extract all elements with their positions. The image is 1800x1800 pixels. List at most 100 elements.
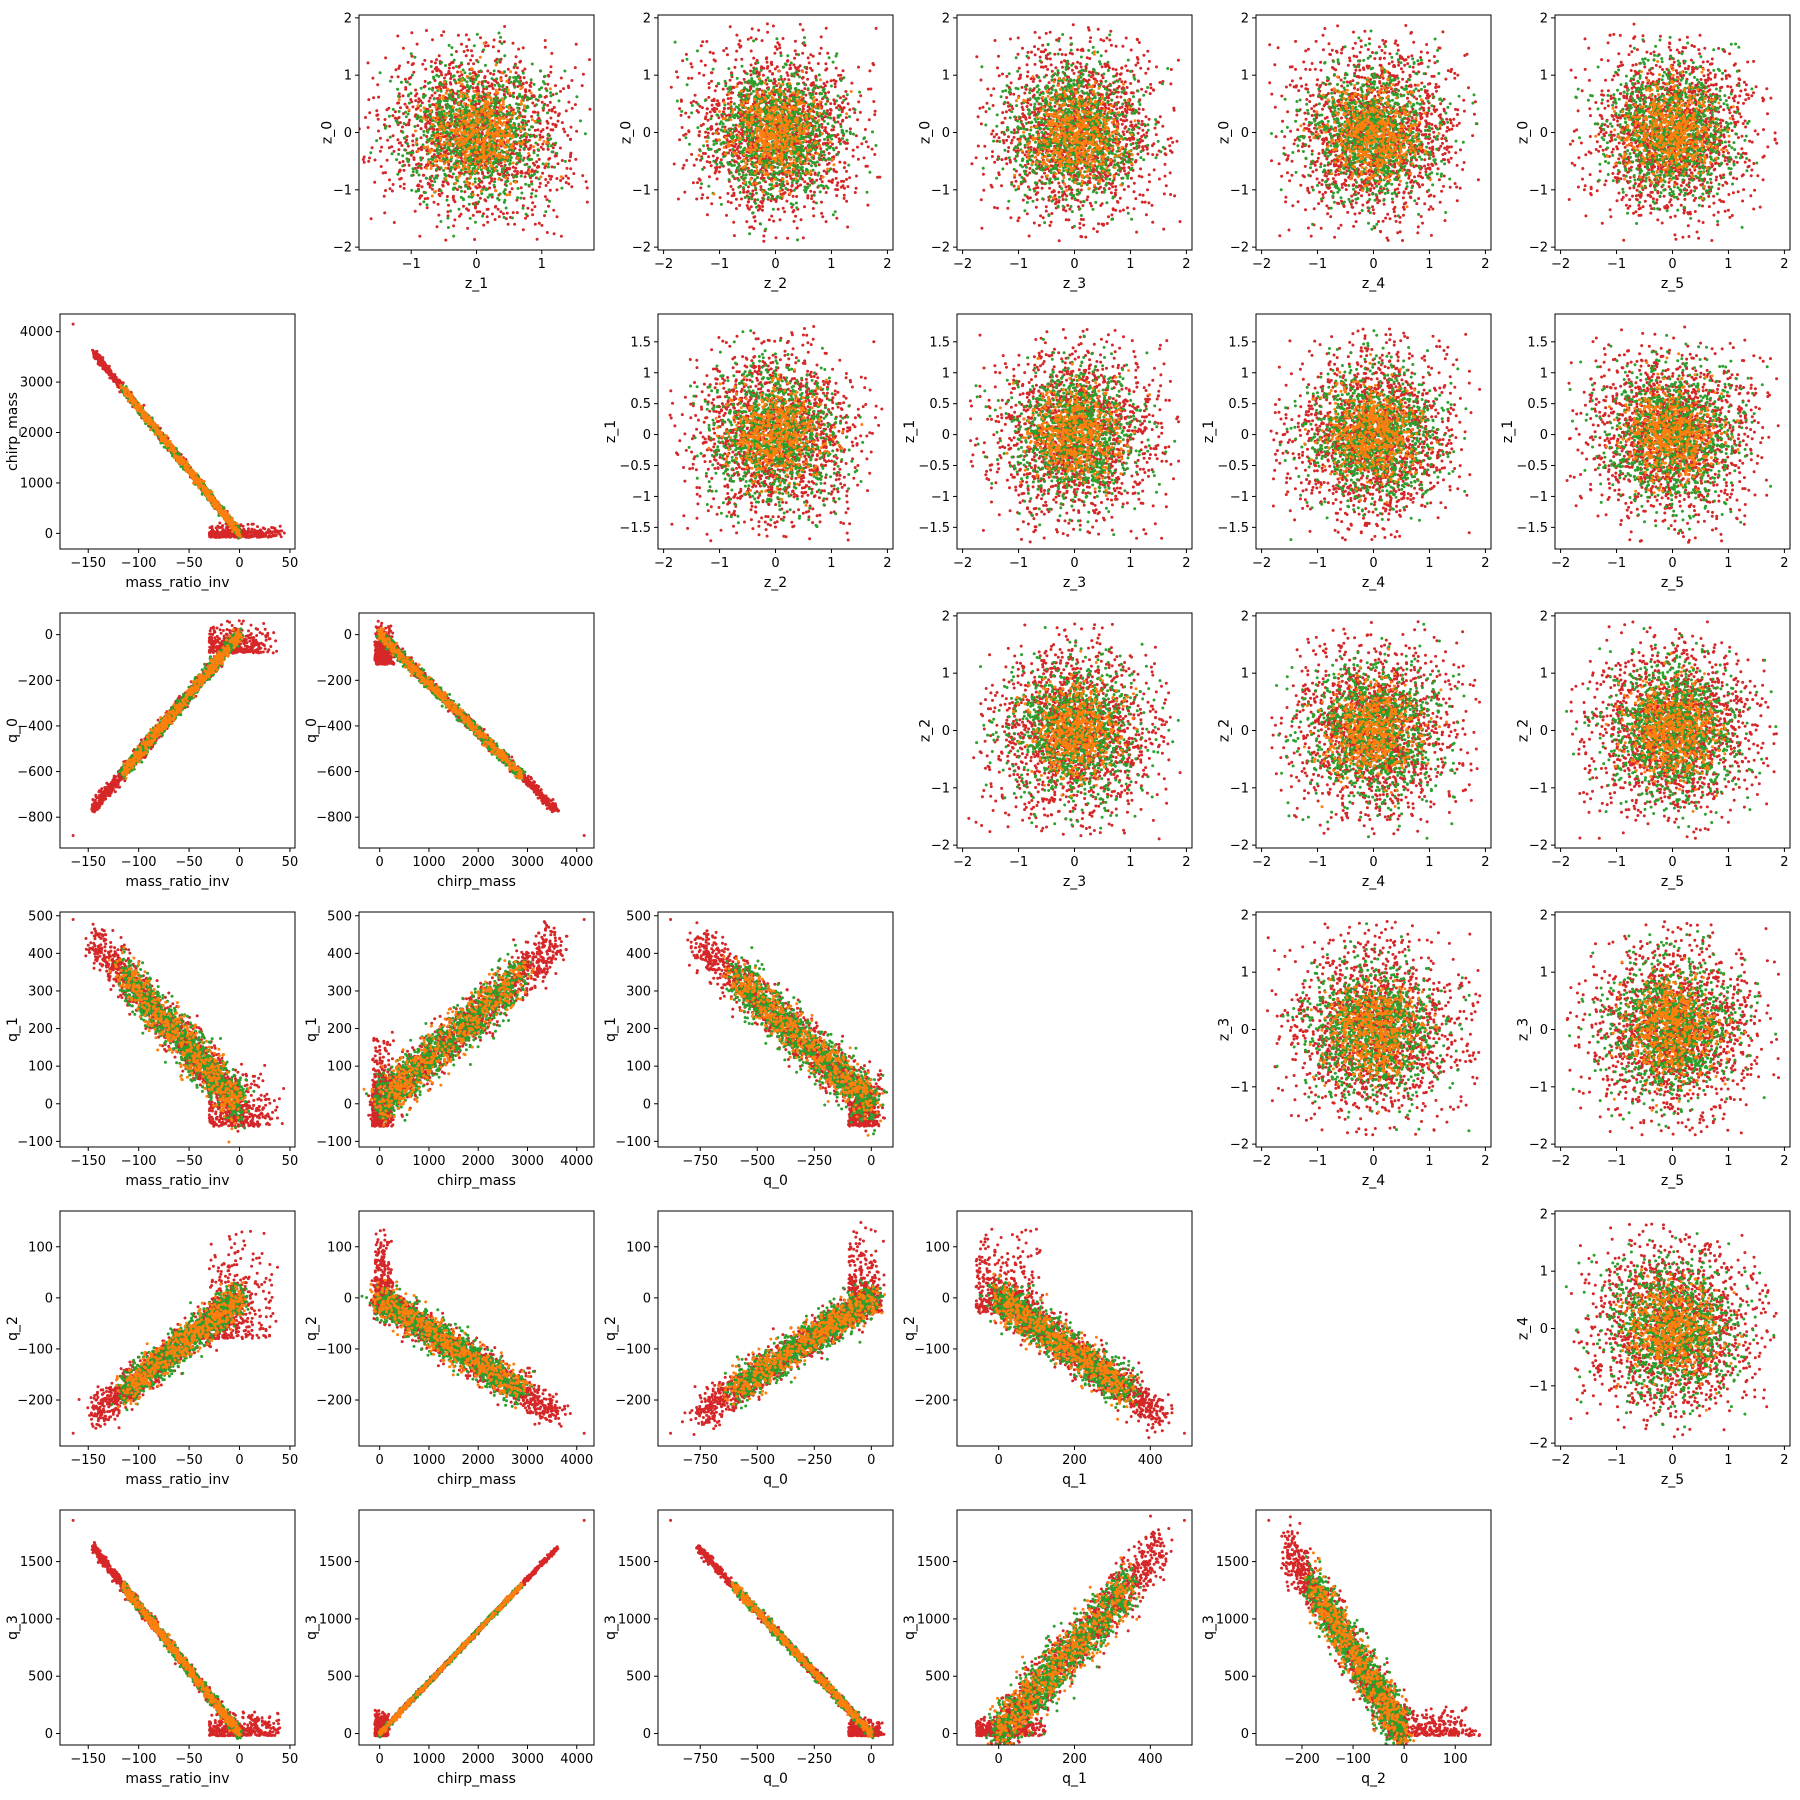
scatter-point xyxy=(536,171,539,174)
scatter-point xyxy=(404,136,407,139)
scatter-point xyxy=(707,96,710,99)
scatter-point xyxy=(472,193,475,196)
scatter-point xyxy=(704,131,707,134)
scatter-point xyxy=(375,114,378,117)
scatter-point xyxy=(778,43,781,46)
scatter-point xyxy=(514,64,517,67)
scatter-point xyxy=(782,207,785,210)
scatter-point xyxy=(821,215,824,218)
scatter-point xyxy=(476,210,479,213)
scatter-point xyxy=(533,83,536,86)
scatter-point xyxy=(388,125,391,128)
scatter-point xyxy=(505,176,508,179)
scatter-point xyxy=(727,163,730,166)
scatter-point xyxy=(732,175,735,178)
scatter-point xyxy=(696,49,699,52)
scatter-point xyxy=(534,223,537,226)
scatter-point xyxy=(438,102,441,105)
scatter-point xyxy=(516,157,519,160)
scatter-point xyxy=(508,163,511,166)
scatter-point xyxy=(548,200,551,203)
scatter-point xyxy=(536,128,539,131)
scatter-point xyxy=(433,128,436,131)
scatter-point xyxy=(370,217,373,220)
scatter-point xyxy=(456,137,459,140)
scatter-point xyxy=(425,177,428,180)
scatter-point xyxy=(431,70,434,73)
scatter-point xyxy=(445,92,448,95)
scatter-point xyxy=(733,234,736,237)
scatter-point xyxy=(460,143,463,146)
scatter-point xyxy=(499,106,502,109)
scatter-point xyxy=(443,129,446,132)
scatter-point xyxy=(469,72,472,75)
scatter-point xyxy=(800,218,803,221)
scatter-point xyxy=(375,109,378,112)
scatter-point xyxy=(509,134,512,137)
scatter-point xyxy=(744,196,747,199)
scatter-point xyxy=(835,177,838,180)
scatter-point xyxy=(412,105,415,108)
scatter-point xyxy=(706,107,709,110)
scatter-point xyxy=(461,83,464,86)
scatter-point xyxy=(517,48,520,51)
scatter-point xyxy=(523,76,526,79)
scatter-point xyxy=(680,114,683,117)
scatter-point xyxy=(836,184,839,187)
scatter-point xyxy=(501,88,504,91)
scatter-point xyxy=(371,77,374,80)
scatter-point xyxy=(451,176,454,179)
scatter-point xyxy=(824,126,827,129)
scatter-point xyxy=(530,183,533,186)
scatter-point xyxy=(685,53,688,56)
scatter-point xyxy=(390,76,393,79)
scatter-point xyxy=(506,193,509,196)
scatter-point xyxy=(416,43,419,46)
scatter-point xyxy=(561,159,564,162)
scatter-point xyxy=(754,187,757,190)
scatter-point xyxy=(854,191,857,194)
scatter-point xyxy=(737,162,740,165)
scatter-point xyxy=(820,35,823,38)
scatter-point xyxy=(444,177,447,180)
scatter-point xyxy=(481,172,484,175)
scatter-point xyxy=(474,207,477,210)
scatter-point xyxy=(446,195,449,198)
scatter-point xyxy=(464,185,467,188)
scatter-point xyxy=(836,121,839,124)
scatter-point xyxy=(483,76,486,79)
scatter-point xyxy=(542,107,545,110)
scatter-point xyxy=(414,89,417,92)
scatter-point xyxy=(804,94,807,97)
scatter-point xyxy=(546,111,549,114)
scatter-point xyxy=(465,54,468,57)
scatter-point xyxy=(396,35,399,38)
scatter-point xyxy=(761,202,764,205)
scatter-point xyxy=(867,145,870,148)
scatter-point xyxy=(367,160,370,163)
scatter-point xyxy=(534,129,537,132)
scatter-point xyxy=(556,188,559,191)
scatter-point xyxy=(441,184,444,187)
scatter-point xyxy=(732,188,735,191)
scatter-point xyxy=(377,118,380,121)
scatter-point xyxy=(368,157,371,160)
scatter-point xyxy=(495,96,498,99)
scatter-point xyxy=(456,128,459,131)
scatter-point xyxy=(690,77,693,80)
scatter-point xyxy=(401,164,404,167)
scatter-point xyxy=(468,195,471,198)
scatter-point xyxy=(518,95,521,98)
scatter-point xyxy=(400,177,403,180)
scatter-point xyxy=(433,153,436,156)
scatter-point xyxy=(834,82,837,85)
scatter-point xyxy=(499,210,502,213)
scatter-point xyxy=(489,155,492,158)
scatter-point xyxy=(513,80,516,83)
scatter-point xyxy=(699,179,702,182)
scatter-point xyxy=(464,117,467,120)
scatter-point xyxy=(723,104,726,107)
scatter-point xyxy=(388,115,391,118)
scatter-point xyxy=(825,172,828,175)
scatter-point xyxy=(426,110,429,113)
